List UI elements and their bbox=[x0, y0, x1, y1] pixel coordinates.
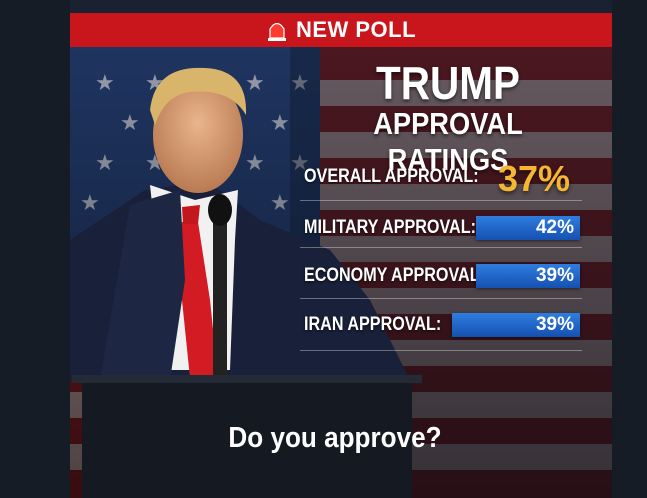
row-value: 39% bbox=[476, 264, 580, 288]
graphic: ★★★★★ ★★★★ ★★★★ ★★ bbox=[70, 0, 612, 498]
row-value: 37% bbox=[498, 158, 571, 199]
footer-question: Do you approve? bbox=[228, 422, 442, 454]
row-label: IRAN APPROVAL: bbox=[304, 314, 442, 335]
separator bbox=[300, 200, 582, 201]
row-label: OVERALL APPROVAL: bbox=[304, 166, 479, 187]
background-art: ★★★★★ ★★★★ ★★★★ ★★ bbox=[70, 47, 612, 498]
speaker bbox=[70, 67, 410, 380]
banner-label: NEW POLL bbox=[295, 17, 417, 42]
row-label: ECONOMY APPROVAL: bbox=[304, 265, 485, 286]
row-label: MILITARY APPROVAL: bbox=[304, 217, 476, 238]
siren-icon bbox=[267, 22, 286, 41]
separator bbox=[300, 350, 582, 351]
banner: NEW POLL bbox=[70, 13, 612, 47]
row-value: 42% bbox=[476, 216, 580, 240]
podium bbox=[72, 375, 422, 498]
title-line: TRUMP bbox=[376, 57, 520, 109]
separator bbox=[300, 298, 582, 299]
separator bbox=[300, 247, 582, 248]
row-value: 39% bbox=[452, 313, 580, 337]
title-line: APPROVAL RATINGS bbox=[373, 106, 523, 177]
